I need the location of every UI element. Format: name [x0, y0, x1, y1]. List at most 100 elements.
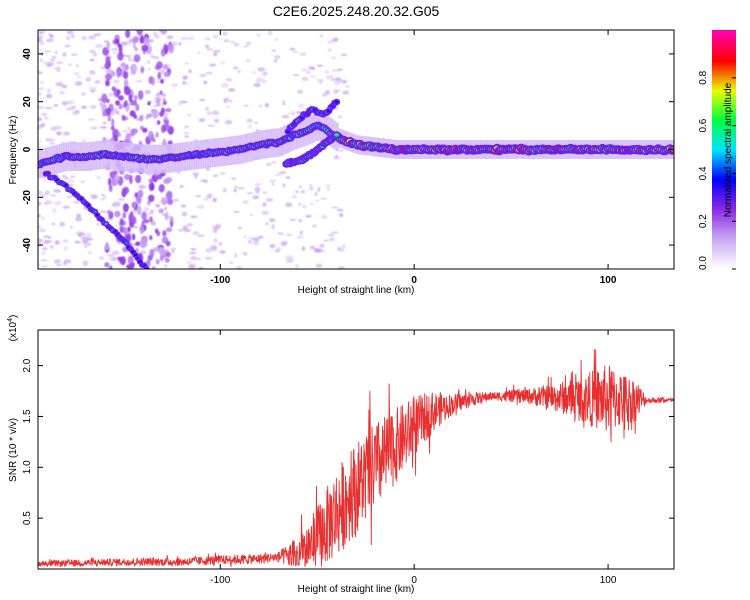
colorbar-stripe — [712, 239, 736, 242]
heatmap-speckle — [286, 257, 295, 260]
heatmap-speckle — [83, 245, 88, 249]
heatmap-column-speckle — [115, 100, 121, 106]
heatmap-speckle — [233, 210, 240, 213]
heatmap-column-speckle — [138, 91, 143, 100]
top-panel: -100 0 100 -40 -20 0 20 40 Height of straight … — [8, 29, 675, 296]
heatmap-speckle — [158, 102, 165, 107]
heatmap-column-speckle — [135, 174, 142, 184]
colorbar-stripe — [712, 231, 736, 234]
heatmap-speckle — [184, 82, 189, 85]
heatmap-speckle — [156, 92, 160, 98]
heatmap-speckle — [333, 156, 341, 160]
heatmap-speckle — [103, 195, 107, 200]
colorbar-stripe — [712, 259, 736, 262]
heatmap-speckle — [67, 63, 73, 67]
colorbar-stripe — [712, 205, 736, 208]
heatmap-speckle — [261, 79, 267, 84]
heatmap-column-speckle — [137, 189, 144, 198]
colorbar-stripe — [712, 209, 736, 212]
heatmap-speckle — [38, 201, 42, 206]
heatmap-column-speckle — [156, 230, 161, 237]
colorbar-stripe — [712, 233, 736, 236]
heatmap-speckle — [269, 179, 277, 182]
heatmap-speckle — [271, 182, 275, 186]
colorbar-stripe — [712, 263, 736, 266]
heatmap-speckle — [233, 188, 237, 193]
colorbar-stripe — [712, 139, 736, 143]
colorbar-stripe — [712, 165, 736, 169]
colorbar-tick-label: 0.4 — [698, 166, 709, 180]
heatmap-speckle — [245, 59, 251, 63]
colorbar-stripe — [712, 69, 736, 73]
heatmap-speckle — [305, 70, 312, 74]
heatmap-column-speckle — [139, 114, 144, 122]
heatmap-column-speckle — [149, 248, 155, 258]
heatmap-speckle — [38, 140, 43, 143]
heatmap-speckle — [52, 208, 57, 213]
colorbar-stripe — [712, 93, 736, 97]
heatmap-speckle — [44, 116, 50, 120]
heatmap-speckle — [204, 197, 209, 201]
heatmap-speckle — [190, 215, 198, 219]
heatmap-column-speckle — [142, 127, 148, 133]
colorbar-stripe — [712, 51, 736, 55]
heatmap-column-speckle — [105, 73, 112, 81]
heatmap-speckle — [170, 247, 176, 251]
heatmap-speckle — [209, 63, 215, 67]
bottom-x-ticks: -100 0 100 — [210, 330, 617, 586]
descending-trace — [42, 170, 150, 269]
heatmap-speckle — [40, 80, 44, 85]
heatmap-column-speckle — [160, 78, 164, 84]
colorbar-stripe — [712, 267, 736, 270]
heatmap-speckle — [210, 245, 218, 250]
colorbar-stripe — [712, 117, 736, 121]
bottom-y-ticks: 0.5 1.0 1.5 2.0 — [22, 358, 674, 525]
heatmap-speckle — [66, 195, 74, 199]
colorbar-stripe — [712, 101, 736, 105]
heatmap-column-speckle — [116, 89, 121, 95]
heatmap-speckle — [301, 68, 307, 71]
colorbar-stripe — [712, 67, 736, 71]
heatmap-speckle — [213, 238, 218, 243]
colorbar-stripe — [712, 227, 736, 230]
heatmap-speckle — [319, 197, 328, 200]
heatmap-speckle — [194, 174, 198, 179]
heatmap-speckle — [155, 204, 161, 208]
heatmap-speckle — [220, 61, 226, 65]
heatmap-speckle — [243, 235, 248, 239]
heatmap-speckle — [309, 186, 314, 191]
heatmap-speckle — [62, 239, 69, 243]
colorbar-tick-label: 0.0 — [698, 256, 709, 270]
heatmap-speckle — [72, 110, 78, 116]
heatmap-speckle — [55, 131, 63, 136]
heatmap-speckle — [229, 40, 236, 44]
heatmap-speckle — [289, 218, 297, 221]
colorbar-stripe — [712, 153, 736, 157]
colorbar-stripe — [712, 225, 736, 228]
heatmap-speckle — [43, 235, 51, 239]
heatmap-speckle — [267, 30, 273, 36]
heatmap-speckle — [286, 259, 294, 263]
colorbar-stripe — [712, 237, 736, 240]
heatmap-speckle — [66, 100, 74, 105]
heatmap-speckle — [213, 118, 220, 123]
heatmap-speckle — [50, 58, 55, 62]
heatmap-speckle — [265, 222, 269, 226]
heatmap-speckle — [76, 213, 82, 218]
colorbar-stripe — [712, 43, 736, 47]
heatmap-speckle — [110, 47, 119, 52]
heatmap-column-speckle — [133, 54, 141, 63]
heatmap-speckle — [337, 68, 343, 72]
heatmap-speckle — [118, 198, 125, 201]
heatmap-speckle — [66, 35, 70, 41]
heatmap-speckle — [85, 77, 92, 82]
colorbar-stripe — [712, 61, 736, 65]
heatmap-speckle — [202, 179, 209, 184]
heatmap-speckle — [74, 240, 82, 244]
heatmap-column-speckle — [129, 110, 136, 117]
colorbar-stripe — [712, 195, 736, 198]
colorbar-stripe — [712, 103, 736, 107]
heatmap-speckle — [47, 88, 51, 93]
heatmap-speckle — [73, 72, 79, 75]
